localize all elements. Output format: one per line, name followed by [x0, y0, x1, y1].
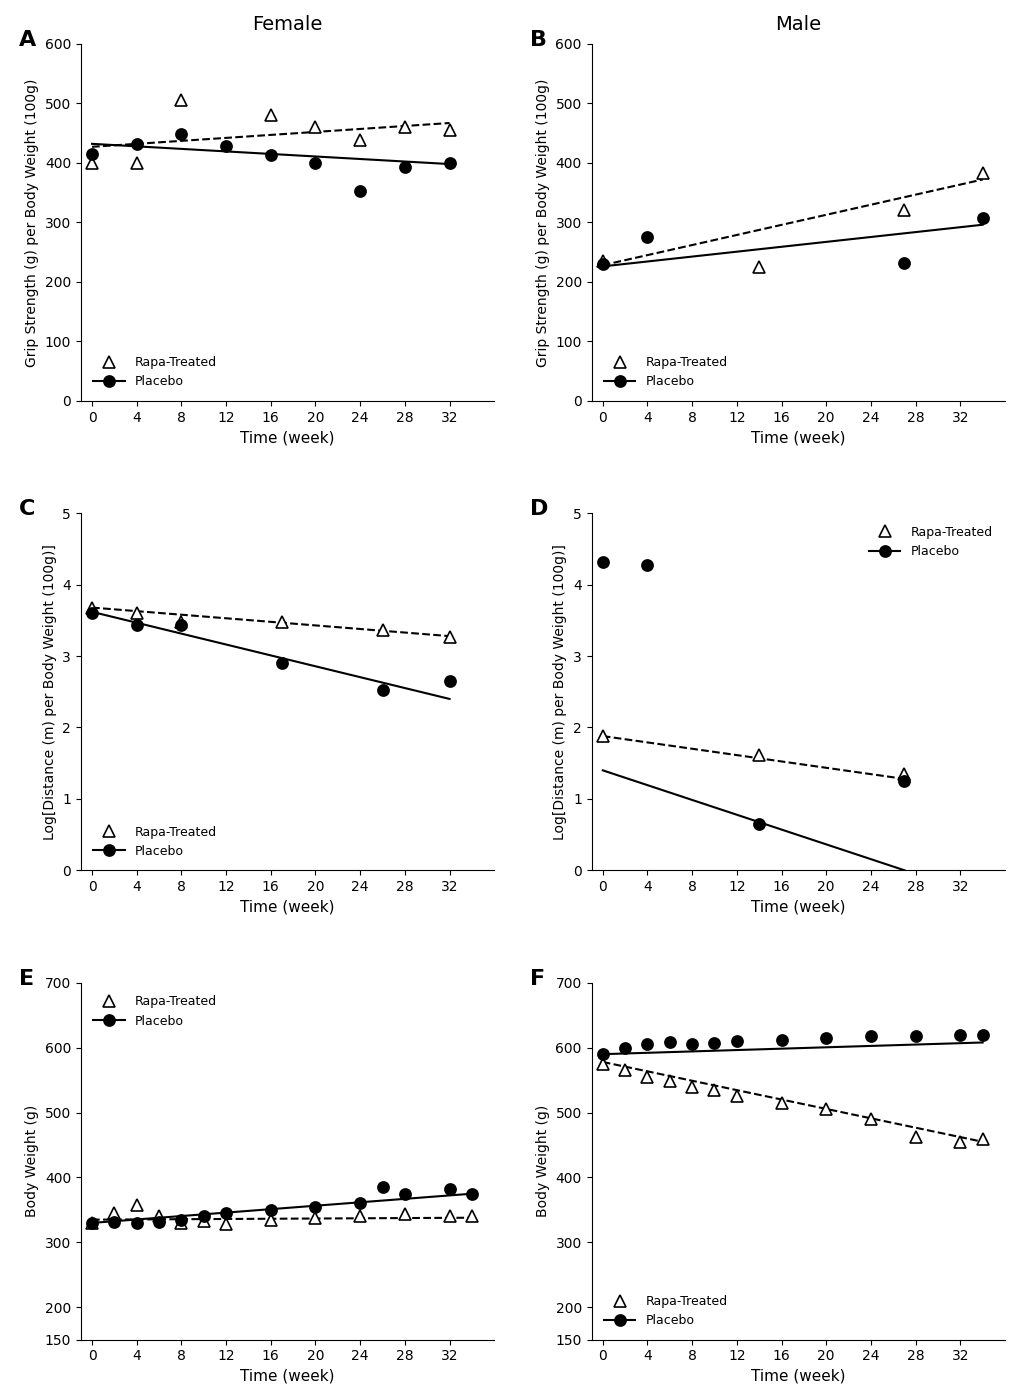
Text: C: C — [18, 499, 36, 519]
Text: E: E — [18, 968, 34, 989]
Title: Female: Female — [252, 15, 322, 34]
Text: A: A — [18, 29, 36, 49]
Y-axis label: Log[Distance (m) per Body Weight (100g)]: Log[Distance (m) per Body Weight (100g)] — [553, 544, 567, 839]
Legend: Rapa-Treated, Placebo: Rapa-Treated, Placebo — [87, 989, 223, 1034]
X-axis label: Time (week): Time (week) — [240, 900, 334, 915]
Text: F: F — [529, 968, 544, 989]
Text: B: B — [529, 29, 546, 49]
Legend: Rapa-Treated, Placebo: Rapa-Treated, Placebo — [862, 519, 998, 564]
Y-axis label: Body Weight (g): Body Weight (g) — [535, 1105, 549, 1217]
X-axis label: Time (week): Time (week) — [240, 1370, 334, 1384]
Y-axis label: Grip Strength (g) per Body Weight (100g): Grip Strength (g) per Body Weight (100g) — [535, 78, 549, 367]
X-axis label: Time (week): Time (week) — [750, 429, 845, 445]
Legend: Rapa-Treated, Placebo: Rapa-Treated, Placebo — [87, 350, 223, 395]
X-axis label: Time (week): Time (week) — [240, 429, 334, 445]
X-axis label: Time (week): Time (week) — [750, 1370, 845, 1384]
Legend: Rapa-Treated, Placebo: Rapa-Treated, Placebo — [597, 1288, 733, 1333]
Text: D: D — [529, 499, 547, 519]
Legend: Rapa-Treated, Placebo: Rapa-Treated, Placebo — [87, 820, 223, 865]
Y-axis label: Log[Distance (m) per Body Weight (100g)]: Log[Distance (m) per Body Weight (100g)] — [43, 544, 57, 839]
Legend: Rapa-Treated, Placebo: Rapa-Treated, Placebo — [597, 350, 733, 395]
Y-axis label: Body Weight (g): Body Weight (g) — [25, 1105, 39, 1217]
X-axis label: Time (week): Time (week) — [750, 900, 845, 915]
Y-axis label: Grip Strength (g) per Body Weight (100g): Grip Strength (g) per Body Weight (100g) — [25, 78, 39, 367]
Title: Male: Male — [774, 15, 820, 34]
